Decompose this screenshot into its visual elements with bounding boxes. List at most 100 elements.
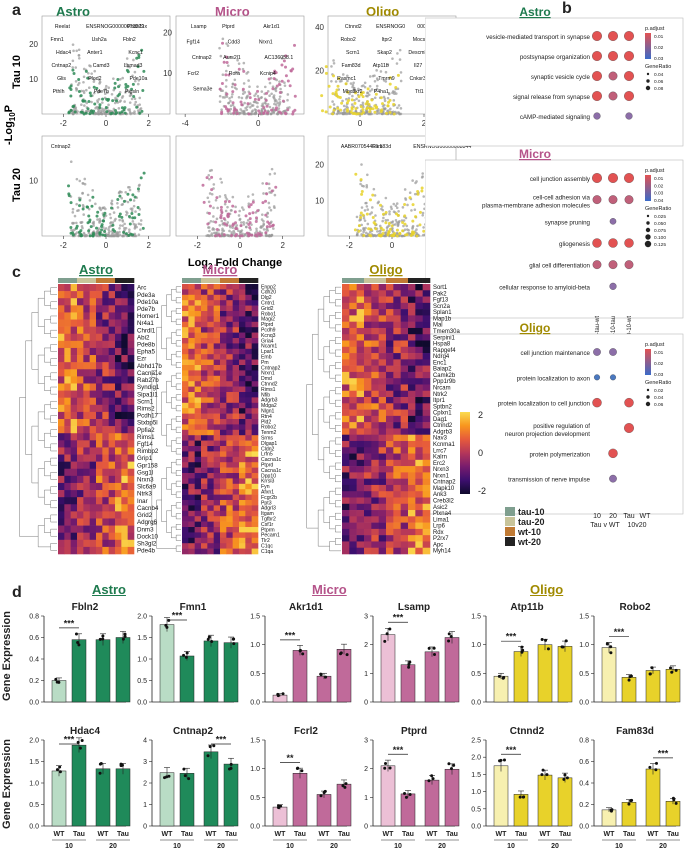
heatmap-cell xyxy=(232,359,240,366)
go-dot xyxy=(592,238,602,248)
volcano-sig-point xyxy=(114,108,118,112)
heatmap-cell xyxy=(422,535,431,542)
heatmap-cell xyxy=(102,454,109,462)
go-dot xyxy=(608,260,618,270)
volcano-sig-point xyxy=(387,222,391,226)
heatmap-cell xyxy=(115,525,122,533)
heatmap-cell xyxy=(245,435,252,441)
heatmap-cell xyxy=(349,510,357,517)
volcano-point xyxy=(376,109,380,113)
volcano-sig-point xyxy=(248,226,252,230)
heatmap-cell xyxy=(364,510,372,517)
heatmap-cell xyxy=(342,447,350,454)
heatmap-cell xyxy=(64,326,71,335)
volcano-point xyxy=(266,90,270,93)
volcano-point xyxy=(225,42,228,45)
volcano-point xyxy=(212,206,215,210)
bar-gene-title: Fbln2 xyxy=(72,602,99,613)
volcano-sig-point xyxy=(416,192,420,196)
volcano-point xyxy=(81,226,84,230)
heatmap-cell xyxy=(201,483,208,490)
volcano-sig-point xyxy=(117,214,121,218)
volcano-point xyxy=(263,101,267,105)
heatmap-cell xyxy=(400,284,409,291)
heatmap-cell xyxy=(386,353,394,360)
volcano-point xyxy=(355,215,359,219)
heatmap-cell xyxy=(58,397,65,406)
go-term: postsynapse organization xyxy=(520,54,591,61)
heatmap-cell xyxy=(232,284,240,290)
volcano-point xyxy=(400,234,403,238)
heatmap-gene-label: Gsg1l xyxy=(137,469,153,476)
heatmap-cell xyxy=(188,440,195,447)
heatmap-gene-label: Nr4a1 xyxy=(137,320,154,327)
heatmap-dendrogram xyxy=(335,525,341,533)
heatmap-gene-label: Dag1 xyxy=(433,417,448,423)
heatmap-cell xyxy=(108,284,116,292)
volcano-point xyxy=(75,231,79,234)
heatmap-cell xyxy=(182,473,189,479)
heatmap-group-bar xyxy=(422,278,431,283)
volcano-ytick-label: 10 xyxy=(29,75,38,84)
heatmap-cell xyxy=(213,338,221,344)
volcano-point xyxy=(349,82,353,85)
volcano-point xyxy=(77,53,81,57)
heatmap-cell xyxy=(342,478,350,486)
volcano-xtick-label: -4 xyxy=(182,119,190,128)
heatmap-cell xyxy=(115,426,122,434)
bar xyxy=(95,639,111,703)
bar-datapoint xyxy=(300,769,304,773)
heatmap-gene-label: Lima1 xyxy=(433,517,450,523)
go-padj-tick: 0.01 xyxy=(654,176,664,182)
volcano-point xyxy=(241,232,244,235)
heatmap-cell xyxy=(364,484,372,492)
heatmap-group-bar xyxy=(251,278,259,283)
heatmap-cell xyxy=(400,378,409,385)
heatmap-cell xyxy=(201,321,208,328)
bar-sig-stars: *** xyxy=(658,748,669,758)
heatmap-cell xyxy=(207,516,214,522)
bar-xtick-label: WT xyxy=(540,831,552,838)
heatmap-cell xyxy=(194,397,202,404)
volcano-point xyxy=(248,105,252,109)
bar-ytick-label: 3 xyxy=(364,738,368,745)
heatmap-cell xyxy=(83,518,90,526)
volcano-point xyxy=(210,192,214,196)
heatmap-dendrogram xyxy=(171,310,177,322)
volcano-point xyxy=(279,87,282,91)
volcano-point xyxy=(228,97,231,100)
heatmap-cell xyxy=(70,546,78,555)
heatmap-cell xyxy=(342,378,350,385)
heatmap-cell xyxy=(422,466,431,473)
heatmap-cell xyxy=(393,447,401,454)
heatmap-cell xyxy=(393,541,401,549)
heatmap-cell xyxy=(201,521,208,528)
heatmap-cell xyxy=(415,447,423,454)
heatmap-cell xyxy=(89,284,97,292)
volcano-gene-label: Rora xyxy=(229,71,240,77)
volcano-point xyxy=(402,224,405,228)
bar-xtick-label: WT xyxy=(206,831,218,838)
bar-datapoint xyxy=(99,761,103,765)
heatmap-cell xyxy=(70,369,78,377)
heatmap-cell xyxy=(89,475,97,484)
heatmap-cell xyxy=(408,315,416,322)
volcano-point xyxy=(399,71,403,74)
heatmap-cell xyxy=(182,413,189,420)
heatmap-cell xyxy=(64,312,71,320)
volcano-sig-point xyxy=(284,54,288,58)
heatmap-cell xyxy=(400,409,409,417)
volcano-sig-point xyxy=(420,186,424,190)
volcano-sig-point xyxy=(117,92,121,96)
heatmap-cell xyxy=(226,505,233,512)
heatmap-cell xyxy=(108,490,116,498)
volcano-point xyxy=(116,206,120,209)
heatmap-cell xyxy=(251,305,259,312)
bar-datapoint xyxy=(339,652,343,656)
heatmap-cell xyxy=(251,338,259,344)
heatmap-cell xyxy=(371,510,379,517)
heatmap-cell xyxy=(356,371,365,379)
heatmap-cell xyxy=(194,408,202,414)
go-term: cellular response to amyloid-beta xyxy=(499,284,590,291)
volcano-sig-point xyxy=(280,79,284,83)
